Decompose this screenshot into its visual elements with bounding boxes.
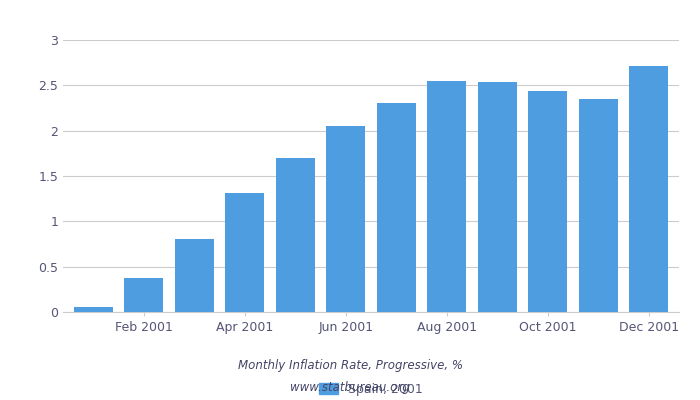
Bar [427,81,466,312]
Bar [326,126,365,312]
Bar [276,158,315,312]
Bar [578,99,618,312]
Bar [477,82,517,312]
Bar [124,278,164,312]
Bar [225,193,265,312]
Text: Monthly Inflation Rate, Progressive, %: Monthly Inflation Rate, Progressive, % [237,360,463,372]
Legend: Spain, 2001: Spain, 2001 [314,378,428,400]
Bar [528,91,568,312]
Bar [74,308,113,312]
Bar [629,66,668,312]
Bar [174,240,214,312]
Text: www.statbureau.org: www.statbureau.org [290,382,410,394]
Bar [377,104,416,312]
